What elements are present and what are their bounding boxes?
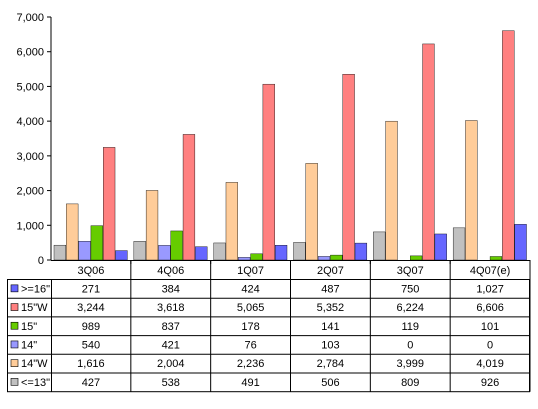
bar-15inw-4q07-e — [502, 30, 515, 261]
table-cell-14inw-3q07: 3,999 — [396, 358, 424, 370]
category-label-3q07: 3Q07 — [397, 265, 424, 277]
table-cell-le-13in-4q07-e: 926 — [481, 377, 499, 389]
category-label-4q07-e: 4Q07(e) — [470, 265, 510, 277]
table-cell-le-13in-3q06: 427 — [82, 377, 100, 389]
table-cell-le-13in-3q07: 809 — [401, 377, 419, 389]
bar-le-13in-4q07-e — [452, 227, 466, 261]
bar-15inw-3q06 — [103, 147, 116, 261]
bar-15inw-1q07 — [262, 83, 275, 261]
table-cell-14inw-1q07: 2,236 — [237, 358, 265, 370]
bar-14inw-3q06 — [66, 203, 79, 261]
table-cell-15in-1q07: 178 — [241, 321, 259, 333]
category-label-2q07: 2Q07 — [317, 265, 344, 277]
bar-15inw-4q06 — [182, 134, 196, 261]
table-cell-14in-4q06: 421 — [162, 339, 180, 351]
table-cell-15in-2q07: 141 — [321, 321, 339, 333]
table-cell-15inw-3q06: 3,244 — [77, 302, 105, 314]
bar-14inw-1q07 — [225, 182, 238, 261]
y-tick-label: 2,000 — [16, 186, 44, 198]
bar-14inw-4q06 — [145, 190, 159, 261]
bar-14in-4q06 — [158, 245, 171, 261]
y-tick-label: 0 — [38, 255, 44, 267]
table-cell-15inw-1q07: 5,065 — [237, 302, 265, 314]
table-cell-ge-16in-4q06: 384 — [162, 283, 180, 295]
bar-15in-4q07-e — [489, 256, 503, 261]
bar-14in-2q07 — [317, 256, 331, 261]
table-cell-15inw-4q07-e: 6,606 — [476, 302, 504, 314]
y-tick-label: 7,000 — [16, 12, 44, 24]
table-cell-14inw-4q07-e: 4,019 — [476, 358, 504, 370]
row-label-15in: 15" — [21, 321, 37, 333]
legend-key-14inw — [10, 359, 19, 367]
y-tick-label: 5,000 — [16, 81, 44, 93]
bar-le-13in-3q07 — [373, 231, 386, 261]
table-cell-le-13in-4q06: 538 — [162, 377, 180, 389]
bar-15in-3q07 — [410, 255, 423, 261]
bar-15in-4q06 — [170, 230, 183, 261]
bar-le-13in-2q07 — [293, 242, 306, 261]
bar-14in-1q07 — [238, 257, 251, 261]
table-cell-14inw-2q07: 2,784 — [317, 358, 345, 370]
bar-ge-16in-3q07 — [434, 233, 447, 261]
bar-15in-1q07 — [250, 253, 263, 261]
table-cell-15inw-2q07: 5,352 — [317, 302, 345, 314]
table-cell-ge-16in-3q06: 271 — [82, 283, 100, 295]
bar-le-13in-3q06 — [53, 244, 67, 261]
legend-key-15in — [10, 321, 19, 330]
row-label-14in: 14" — [21, 339, 37, 351]
table-cell-ge-16in-1q07: 424 — [241, 283, 259, 295]
table-cell-14inw-4q06: 2,004 — [157, 358, 185, 370]
table-cell-14in-4q07-e: 0 — [487, 339, 493, 351]
category-label-1q07: 1Q07 — [237, 265, 264, 277]
bar-15in-3q06 — [90, 225, 103, 261]
table-cell-le-13in-1q07: 491 — [241, 377, 259, 389]
bar-15inw-3q07 — [422, 43, 435, 261]
table-cell-14in-3q06: 540 — [82, 339, 100, 351]
table-cell-ge-16in-2q07: 487 — [321, 283, 339, 295]
table-cell-15in-4q06: 837 — [162, 321, 180, 333]
y-tick-label: 6,000 — [16, 47, 44, 59]
bar-le-13in-4q06 — [133, 241, 146, 261]
y-tick-label: 3,000 — [16, 151, 44, 163]
bar-ge-16in-3q06 — [115, 250, 128, 261]
bar-ge-16in-4q06 — [195, 246, 208, 261]
bar-ge-16in-4q07-e — [514, 224, 527, 261]
y-tick-label: 1,000 — [16, 220, 44, 232]
bar-14inw-2q07 — [305, 163, 318, 261]
legend-key-14in — [10, 340, 19, 349]
row-label-ge-16in: >=16" — [21, 283, 50, 295]
row-label-14inw: 14"W — [21, 358, 48, 370]
bar-le-13in-1q07 — [213, 242, 226, 261]
bar-15inw-2q07 — [342, 74, 355, 261]
table-cell-ge-16in-4q07-e: 1,027 — [476, 283, 504, 295]
y-tick-label: 4,000 — [16, 116, 44, 128]
bar-ge-16in-2q07 — [354, 242, 368, 261]
bar-14inw-3q07 — [385, 120, 398, 261]
row-label-15inw: 15"W — [21, 302, 48, 314]
category-label-3q06: 3Q06 — [77, 265, 104, 277]
bar-14inw-4q07-e — [465, 120, 478, 261]
table-cell-15inw-4q06: 3,618 — [157, 302, 185, 314]
table-cell-le-13in-2q07: 506 — [321, 377, 339, 389]
bar-ge-16in-1q07 — [274, 245, 288, 261]
table-cell-15in-4q07-e: 101 — [481, 321, 499, 333]
table-cell-15in-3q06: 989 — [82, 321, 100, 333]
legend-key-15inw — [10, 303, 19, 311]
bar-14in-3q06 — [78, 241, 91, 261]
table-cell-14in-1q07: 76 — [244, 339, 256, 351]
table-cell-ge-16in-3q07: 750 — [401, 283, 419, 295]
bar-15in-2q07 — [330, 254, 343, 261]
legend-key-ge-16in — [10, 284, 19, 293]
table-cell-15in-3q07: 119 — [401, 321, 419, 333]
category-label-4q06: 4Q06 — [157, 265, 184, 277]
row-label-le-13in: <=13" — [21, 377, 50, 389]
table-cell-14inw-3q06: 1,616 — [77, 358, 105, 370]
table-cell-14in-3q07: 0 — [407, 339, 413, 351]
legend-key-le-13in — [10, 378, 19, 386]
table-cell-15inw-3q07: 6,224 — [396, 302, 424, 314]
table-cell-14in-2q07: 103 — [321, 339, 339, 351]
